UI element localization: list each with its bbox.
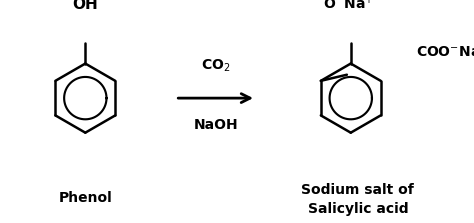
Text: NaOH: NaOH [193,118,238,132]
Text: O$^{-}$Na$^{+}$: O$^{-}$Na$^{+}$ [323,0,374,12]
Text: Sodium salt of: Sodium salt of [301,183,414,197]
Text: COO$^{-}$Na$^{+}$: COO$^{-}$Na$^{+}$ [416,43,474,60]
Text: Salicylic acid: Salicylic acid [308,202,408,216]
Text: CO$_2$: CO$_2$ [201,57,230,74]
Text: OH: OH [73,0,98,12]
Text: Phenol: Phenol [58,191,112,205]
